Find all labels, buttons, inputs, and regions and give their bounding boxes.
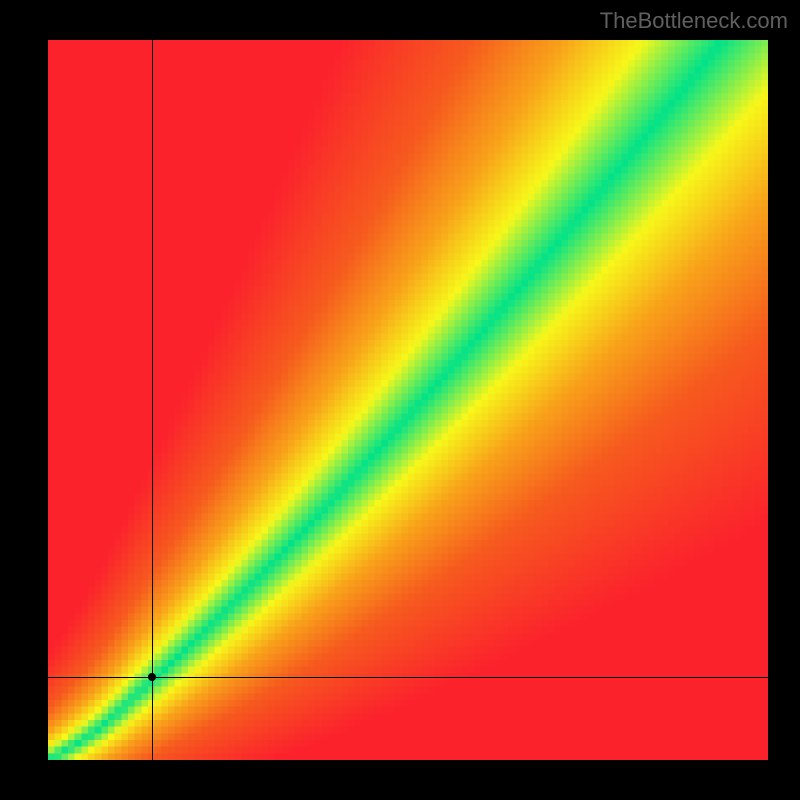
heatmap-plot — [48, 40, 768, 760]
watermark-text: TheBottleneck.com — [600, 8, 788, 34]
crosshair-vertical — [152, 40, 153, 760]
heatmap-canvas — [48, 40, 768, 760]
marker-dot — [148, 673, 156, 681]
